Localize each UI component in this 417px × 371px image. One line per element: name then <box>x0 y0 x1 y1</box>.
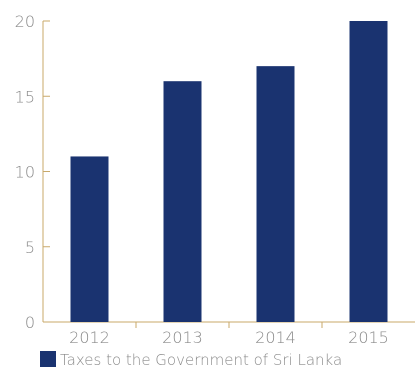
x-tick-label: 2014 <box>255 328 296 347</box>
legend: Taxes to the Government of Sri Lanka <box>40 351 342 369</box>
bars <box>70 21 388 323</box>
y-tick-label: 15 <box>15 87 35 106</box>
y-axis: 0 5 10 15 20 <box>15 12 50 332</box>
bar-2012 <box>70 156 109 322</box>
bar-2013 <box>163 81 202 322</box>
y-tick-label: 10 <box>15 163 35 182</box>
y-tick-label: 20 <box>15 12 35 31</box>
bar-2015 <box>349 21 388 322</box>
x-axis: 2012 2013 2014 2015 <box>43 321 415 347</box>
legend-swatch <box>40 351 56 367</box>
y-tick-label: 0 <box>25 313 35 332</box>
x-tick-label: 2012 <box>69 328 110 347</box>
legend-label: Taxes to the Government of Sri Lanka <box>60 351 342 369</box>
x-tick-label: 2015 <box>348 328 389 347</box>
x-tick-label: 2013 <box>162 328 203 347</box>
bar-2014 <box>256 66 295 323</box>
y-tick-label: 5 <box>25 238 35 257</box>
